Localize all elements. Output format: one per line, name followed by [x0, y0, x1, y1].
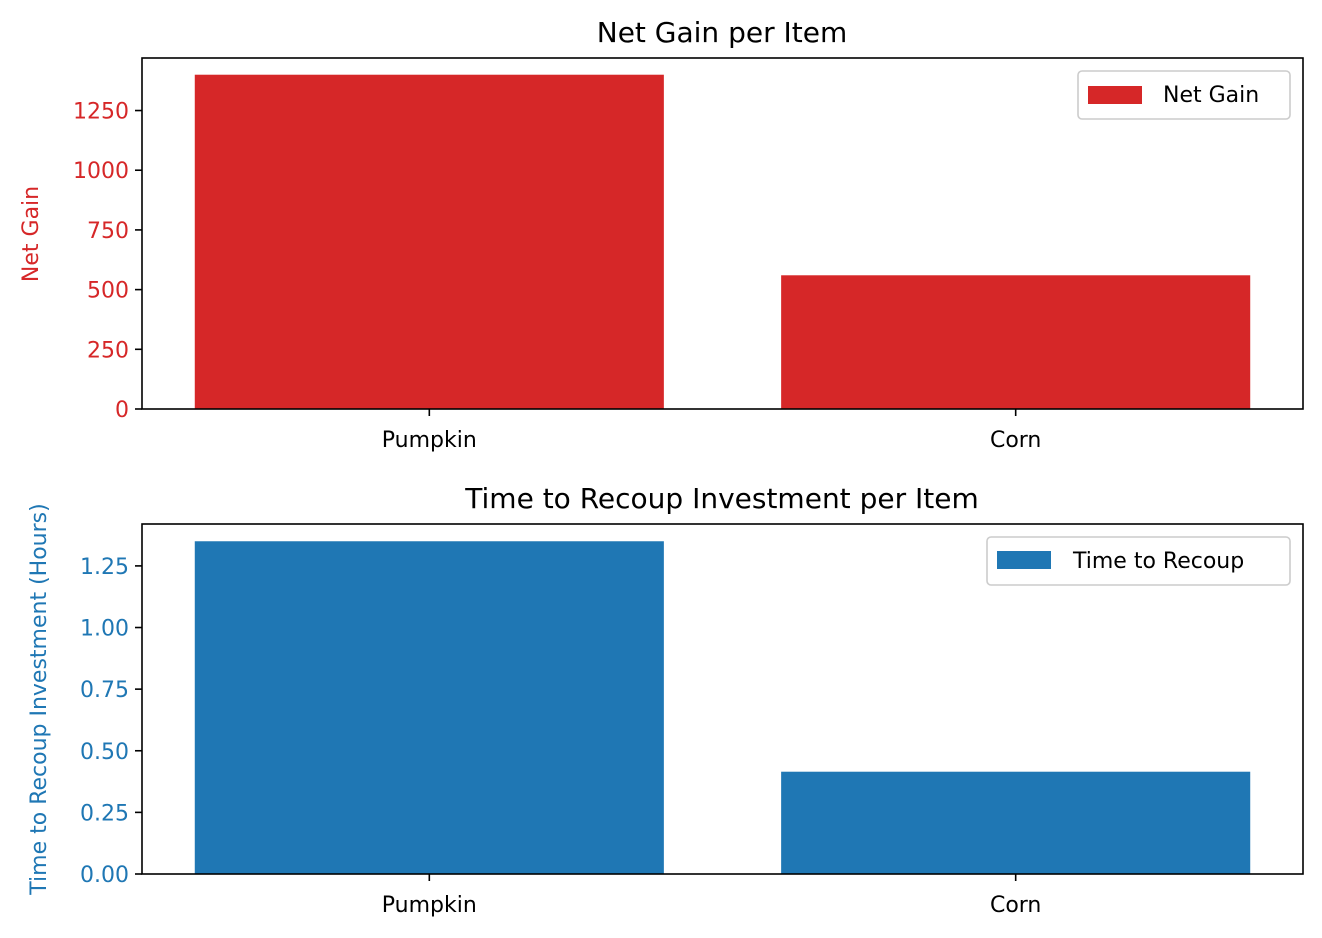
legend: Net Gain [1077, 70, 1291, 120]
legend-box [1077, 70, 1291, 120]
chart-title: Net Gain per Item [597, 16, 847, 49]
legend-box [986, 536, 1291, 586]
bar-pumpkin [194, 541, 664, 874]
legend-label: Time to Recoup [1072, 549, 1244, 574]
chart-title: Time to Recoup Investment per Item [464, 482, 978, 515]
y-tick-label: 0.75 [80, 678, 129, 703]
y-tick-label: 0 [115, 398, 129, 423]
y-axis-label: Net Gain [19, 186, 44, 282]
y-axis: 0 250 500 750 1000 1250 [73, 100, 142, 423]
x-tick-label: Pumpkin [382, 893, 477, 918]
y-tick-label: 0.25 [80, 801, 129, 826]
legend-swatch [997, 551, 1051, 569]
y-tick-label: 500 [87, 279, 129, 304]
x-axis: Pumpkin Corn [382, 409, 1041, 453]
y-tick-label: 1.00 [80, 617, 129, 642]
y-tick-label: 0.00 [80, 863, 129, 888]
x-tick-label: Pumpkin [382, 428, 477, 453]
plot-frame [141, 523, 1304, 875]
legend-label: Net Gain [1163, 83, 1259, 108]
legend: Time to Recoup [986, 536, 1291, 586]
time-to-recoup-chart: Time to Recoup Investment per Item 0.000… [27, 482, 1304, 918]
x-axis: Pumpkin Corn [382, 874, 1041, 918]
y-axis-label: Time to Recoup Investment (Hours) [27, 503, 52, 895]
y-tick-label: 0.50 [80, 740, 129, 765]
y-axis: 0.00 0.25 0.50 0.75 1.00 1.25 [80, 555, 142, 888]
bar-corn [781, 275, 1251, 409]
plot-frame [141, 57, 1304, 410]
y-tick-label: 250 [87, 338, 129, 363]
y-tick-label: 1250 [73, 100, 129, 125]
legend-swatch [1088, 86, 1142, 104]
x-tick-label: Corn [990, 893, 1041, 918]
y-tick-label: 1.25 [80, 555, 129, 580]
y-tick-label: 1000 [73, 159, 129, 184]
bar-pumpkin [194, 74, 664, 409]
net-gain-chart: Net Gain per Item 0 250 500 750 1000 1250 Pum… [19, 16, 1304, 453]
y-tick-label: 750 [87, 219, 129, 244]
bar-group [194, 541, 1251, 874]
bar-corn [781, 771, 1251, 874]
x-tick-label: Corn [990, 428, 1041, 453]
bar-group [194, 74, 1251, 409]
